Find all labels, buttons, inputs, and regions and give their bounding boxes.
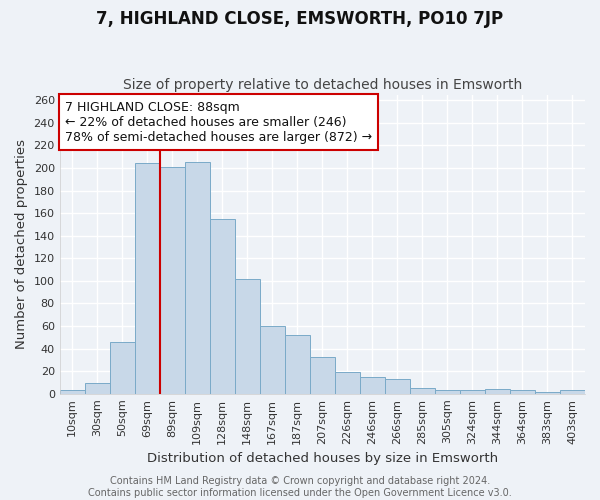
Bar (59, 390, 85, 394)
Bar (435, 390, 460, 394)
Text: 7, HIGHLAND CLOSE, EMSWORTH, PO10 7JP: 7, HIGHLAND CLOSE, EMSWORTH, PO10 7JP (97, 10, 503, 28)
Bar (260, 326, 285, 394)
Bar (460, 390, 485, 394)
Bar (110, 342, 135, 394)
Bar (85, 382, 110, 394)
Bar (285, 335, 310, 394)
Bar (385, 379, 410, 394)
Bar (335, 372, 360, 394)
Bar (510, 390, 535, 394)
Bar (360, 377, 385, 394)
Bar (410, 388, 435, 394)
Text: Contains HM Land Registry data © Crown copyright and database right 2024.
Contai: Contains HM Land Registry data © Crown c… (88, 476, 512, 498)
Bar (310, 356, 335, 394)
Bar (535, 392, 560, 394)
Bar (485, 390, 510, 394)
Bar (235, 278, 260, 394)
Bar (160, 167, 185, 394)
Text: 7 HIGHLAND CLOSE: 88sqm
← 22% of detached houses are smaller (246)
78% of semi-d: 7 HIGHLAND CLOSE: 88sqm ← 22% of detache… (65, 100, 372, 144)
Bar (210, 219, 235, 394)
Bar (185, 162, 210, 394)
Title: Size of property relative to detached houses in Emsworth: Size of property relative to detached ho… (123, 78, 522, 92)
Bar (560, 390, 585, 394)
Bar (135, 164, 160, 394)
X-axis label: Distribution of detached houses by size in Emsworth: Distribution of detached houses by size … (147, 452, 498, 465)
Y-axis label: Number of detached properties: Number of detached properties (15, 139, 28, 349)
